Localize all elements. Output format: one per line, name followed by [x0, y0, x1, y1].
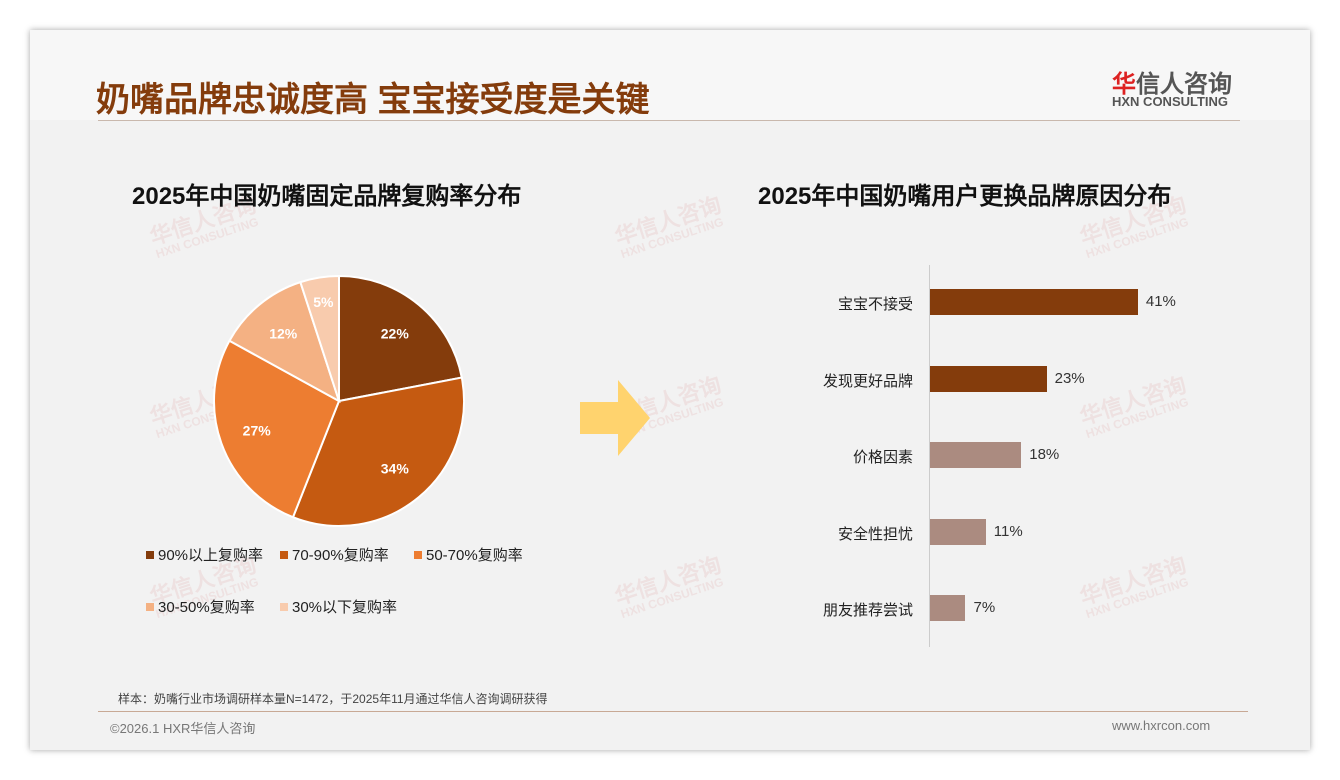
legend-swatch: [146, 602, 154, 611]
logo-accent: 华: [1112, 71, 1136, 98]
pie-slice: [299, 274, 340, 402]
bar-axis: [929, 265, 930, 647]
slide: 奶嘴品牌忠诚度高 宝宝接受度是关键 华信人咨询 HXN CONSULTING 华…: [30, 30, 1310, 750]
bar-value-label: 18%: [1029, 446, 1060, 463]
bar-value-label: 11%: [993, 522, 1023, 540]
legend-item: 30-50%复购率: [146, 596, 255, 617]
legend-item: 90%以上复购率: [146, 544, 263, 565]
bar-category-label: 价格因素: [852, 449, 913, 466]
bar-value-label: 23%: [1054, 369, 1085, 387]
header: [30, 30, 1310, 120]
legend-swatch: [280, 550, 288, 559]
pie-slice: [291, 376, 465, 527]
legend-label: 30-50%复购率: [158, 599, 255, 616]
bar-category-label: 发现更好品牌: [822, 372, 913, 390]
pie-chart-title: 2025年中国奶嘴固定品牌复购率分布: [132, 183, 522, 210]
bar: [930, 595, 966, 621]
pie-value-label: 34%: [381, 460, 410, 476]
bar-category-label: 宝宝不接受: [837, 296, 913, 313]
logo-text: 信人咨询: [1136, 71, 1232, 98]
legend-label: 50-70%复购率: [426, 547, 523, 564]
logo-en: HXN CONSULTING: [1112, 94, 1229, 109]
pie-chart: 22% 34% 27% 12% 5%: [213, 274, 465, 527]
legend-label: 70-90%复购率: [292, 547, 389, 564]
page-title: 奶嘴品牌忠诚度高 宝宝接受度是关键: [96, 81, 650, 119]
footer-divider: [98, 711, 1248, 712]
pie-slice: [228, 280, 341, 404]
bar: [930, 518, 986, 545]
bar-category-label: 安全性担忧: [837, 525, 913, 543]
copyright: ©2026.1 HXR华信人咨询: [110, 721, 256, 736]
legend-item: 70-90%复购率: [280, 544, 389, 565]
bar-category-label: 朋友推荐尝试: [822, 602, 913, 619]
pie-value-label: 27%: [243, 423, 272, 439]
legend-label: 90%以上复购率: [158, 547, 264, 564]
website-link[interactable]: www.hxrcon.com: [1112, 718, 1211, 733]
pie-value-label: 12%: [269, 326, 298, 342]
pie-slice: [338, 274, 463, 403]
pie-value-label: 5%: [313, 294, 334, 310]
footnote: 样本：奶嘴行业市场调研样本量N=1472，于2025年11月通过华信人咨询调研获…: [118, 692, 548, 706]
legend-swatch: [414, 550, 422, 559]
bar-value-label: 7%: [973, 599, 996, 616]
legend-item: 30%以下复购率: [280, 596, 397, 617]
pie-value-label: 22%: [381, 326, 410, 342]
legend-swatch: [146, 550, 154, 559]
legend-item: 50-70%复购率: [414, 544, 523, 565]
legend-swatch: [280, 602, 288, 611]
bar-value-label: 41%: [1145, 293, 1176, 310]
bar: [930, 289, 1138, 315]
logo: 华信人咨询: [1112, 64, 1232, 99]
bar: [930, 442, 1022, 468]
bar: [930, 365, 1047, 392]
header-divider: [98, 120, 1240, 121]
legend-label: 30%以下复购率: [292, 599, 398, 616]
bar-chart-title: 2025年中国奶嘴用户更换品牌原因分布: [758, 183, 1172, 210]
arrow-icon: [580, 380, 650, 456]
